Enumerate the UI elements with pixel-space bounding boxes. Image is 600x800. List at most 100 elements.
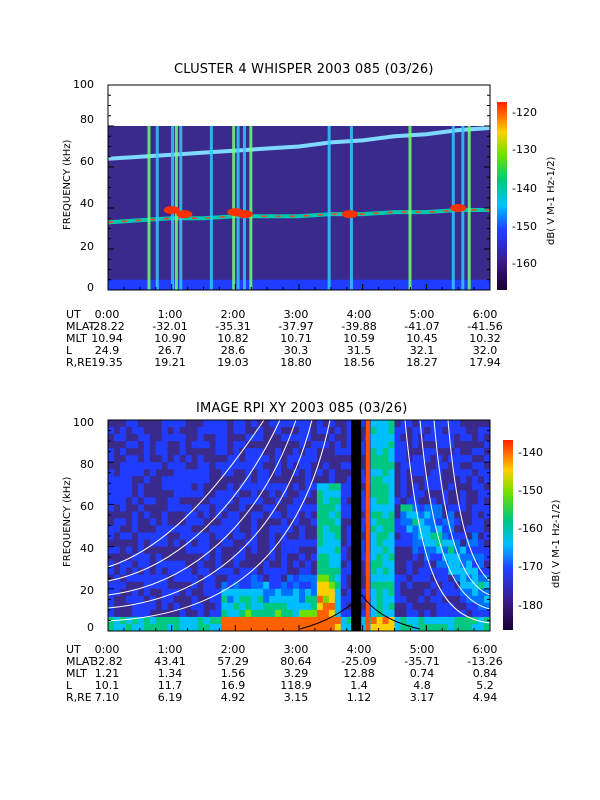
spectrogram-cell: [155, 490, 163, 498]
spectrogram-cell: [310, 469, 318, 477]
spectrogram-cell: [275, 490, 282, 498]
spectrogram-cell: [269, 588, 276, 597]
spectrogram-cell: [131, 455, 139, 463]
spectrogram-cell: [131, 546, 139, 555]
spectrogram-cell: [382, 441, 390, 449]
spectrogram-cell: [185, 441, 193, 449]
spectrogram-cell: [328, 602, 336, 611]
spectrogram-cell: [412, 434, 419, 442]
spectrogram-cell: [310, 560, 318, 569]
spectrogram-cell: [209, 434, 216, 442]
spectrogram-cell: [376, 441, 384, 449]
spectrogram-cell: [155, 455, 163, 463]
spectrogram-cell: [209, 448, 216, 456]
spectrogram-cell: [125, 532, 133, 541]
spectrogram-cell: [370, 427, 378, 435]
spectrogram-cell: [293, 518, 300, 526]
spectrogram-cell: [472, 609, 479, 618]
spectrogram-cell: [293, 609, 300, 618]
colorbar: [503, 440, 513, 630]
spectrogram-cell: [388, 490, 395, 498]
spectrogram-cell: [304, 553, 312, 562]
spectrogram-cell: [334, 448, 342, 456]
spectrogram-cell: [454, 483, 461, 491]
spectrogram-cell: [203, 497, 210, 505]
spectrogram-cell: [424, 574, 431, 583]
spectrogram-cell: [257, 497, 264, 505]
spectrogram-cell: [484, 504, 491, 512]
spectrogram-cell: [328, 609, 336, 618]
spectrogram-cell: [143, 539, 151, 548]
ephemeris-value: 19.35: [91, 356, 123, 369]
spectrogram-cell: [263, 490, 270, 498]
spectrogram-cell: [233, 581, 240, 590]
spectrogram-cell: [245, 567, 252, 576]
spectrogram-cell: [137, 427, 145, 435]
spectrogram-cell: [167, 497, 175, 505]
spectrogram-cell: [131, 595, 139, 604]
spectrogram-cell: [436, 567, 443, 576]
spectrogram-cell: [424, 518, 431, 526]
spectrogram-cell: [394, 553, 401, 562]
spectrogram-cell: [155, 546, 163, 555]
spectrogram-cell: [221, 623, 228, 632]
spectrogram-cell: [287, 497, 294, 505]
spectrogram-cell: [227, 623, 234, 632]
spectrogram-cell: [454, 469, 461, 477]
spectrogram-cell: [424, 525, 431, 534]
spectrogram-cell: [328, 504, 336, 512]
spectrogram-cell: [394, 567, 401, 576]
spectrogram-cell: [388, 462, 395, 470]
spectrogram-cell: [358, 623, 366, 632]
spectrogram-cell: [382, 553, 390, 562]
spectrogram-cell: [149, 427, 157, 435]
spectrogram-cell: [388, 504, 395, 512]
spectrogram-cell: [155, 616, 163, 625]
spectrogram-cell: [334, 616, 342, 625]
spectrogram-cell: [340, 462, 348, 470]
spectrogram-cell: [275, 581, 282, 590]
spectrogram-cell: [388, 553, 395, 562]
spectrogram-cell: [125, 490, 133, 498]
spectrogram-cell: [418, 539, 425, 548]
spectrogram-cell: [137, 560, 145, 569]
y-tick-label: 60: [80, 500, 94, 513]
spectrogram-cell: [209, 623, 216, 632]
spectrogram-cell: [287, 602, 294, 611]
spectrogram-cell: [209, 497, 216, 505]
spectrogram-cell: [143, 525, 151, 534]
spectrogram-cell: [472, 588, 479, 597]
spectrogram-cell: [245, 595, 252, 604]
spectrogram-cell: [221, 455, 228, 463]
spectrogram-cell: [197, 497, 204, 505]
spectrogram-cell: [287, 455, 294, 463]
spectrogram-cell: [131, 490, 139, 498]
spectrogram-cell: [478, 448, 485, 456]
spectrogram-cell: [412, 560, 419, 569]
ephemeris-value: 10.32: [469, 332, 501, 345]
spectrogram-cell: [287, 462, 294, 470]
spectrogram-cell: [382, 427, 390, 435]
spectrogram-cell: [275, 504, 282, 512]
spectrogram-cell: [322, 462, 330, 470]
spectrogram-cell: [412, 462, 419, 470]
spectrogram-cell: [263, 574, 270, 583]
spectrogram-cell: [382, 595, 390, 604]
spectrogram-cell: [472, 602, 479, 611]
spectrogram-cell: [209, 574, 216, 583]
spectrogram-cell: [191, 532, 199, 541]
spectrogram-cell: [131, 427, 139, 435]
spectrogram-cell: [161, 595, 169, 604]
spectrogram-cell: [448, 469, 455, 477]
spectrogram-cell: [430, 448, 437, 456]
spectrogram-cell: [185, 497, 193, 505]
spectrogram-cell: [227, 469, 234, 477]
spectrogram-cell: [281, 434, 288, 442]
spectrogram-cell: [370, 504, 378, 512]
spectrogram-cell: [412, 574, 419, 583]
spectrogram-cell: [406, 532, 413, 541]
spectrogram-cell: [281, 469, 288, 477]
spectrogram-cell: [108, 532, 115, 541]
spectrogram-cell: [108, 525, 115, 534]
spectrogram-cell: [346, 539, 354, 548]
